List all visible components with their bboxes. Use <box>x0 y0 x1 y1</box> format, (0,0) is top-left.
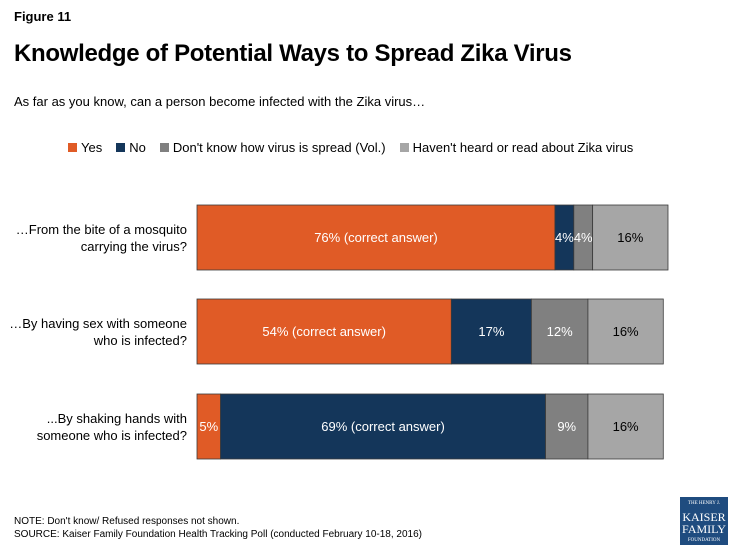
data-label: 16% <box>613 324 639 339</box>
legend-item: Don't know how virus is spread (Vol.) <box>159 140 386 155</box>
data-label: 16% <box>617 230 643 245</box>
category-label: ...By shaking hands with someone who is i… <box>36 410 187 443</box>
legend-label: Haven't heard or read about Zika virus <box>412 140 634 155</box>
legend-label: No <box>129 140 146 155</box>
legend-item: No <box>116 140 146 155</box>
data-label: 12% <box>547 324 573 339</box>
data-label: 9% <box>557 419 576 434</box>
bar-segment <box>196 298 452 365</box>
category-label: …By having sex with someone who is infect… <box>9 315 187 348</box>
chart-subtitle: As far as you know, can a person become … <box>14 94 426 109</box>
source-text: SOURCE: Kaiser Family Foundation Health … <box>14 529 422 540</box>
bar-segment <box>196 204 556 271</box>
bar-segment <box>587 298 664 365</box>
bar-segment <box>531 298 589 365</box>
figure-label: Figure 11 <box>14 9 72 24</box>
data-label: 16% <box>613 419 639 434</box>
bar-segment <box>587 393 664 460</box>
legend: Yes No Don't know how virus is spread (Vol… <box>68 140 633 155</box>
legend-item: Haven't heard or read about Zika virus <box>399 140 634 155</box>
bar-segment <box>220 393 546 460</box>
bar-segment <box>592 204 669 271</box>
data-label: 54% (correct answer) <box>262 324 386 339</box>
category-label: …From the bite of a mosquito carrying the… <box>15 221 187 254</box>
data-label: 4% <box>574 230 593 245</box>
data-label: 5% <box>199 419 218 434</box>
data-label: 17% <box>478 324 504 339</box>
data-label: 69% (correct answer) <box>321 419 445 434</box>
legend-label: Yes <box>81 140 103 155</box>
bar-segment <box>545 393 589 460</box>
data-label: 4% <box>555 230 574 245</box>
legend-swatch <box>159 143 169 152</box>
legend-swatch <box>68 143 77 152</box>
legend-swatch <box>399 143 409 152</box>
legend-swatch <box>116 143 126 152</box>
legend-label: Don't know how virus is spread (Vol.) <box>172 140 386 155</box>
note-text: NOTE: Don't know/ Refused responses not … <box>14 516 240 527</box>
chart-title: Knowledge of Potential Ways to Spread Zi… <box>14 40 572 67</box>
data-label: 76% (correct answer) <box>314 230 438 245</box>
kff-logo: THE HENRY J. KAISER FAMILY FOUNDATION <box>680 497 728 545</box>
legend-item: Yes <box>68 140 102 155</box>
